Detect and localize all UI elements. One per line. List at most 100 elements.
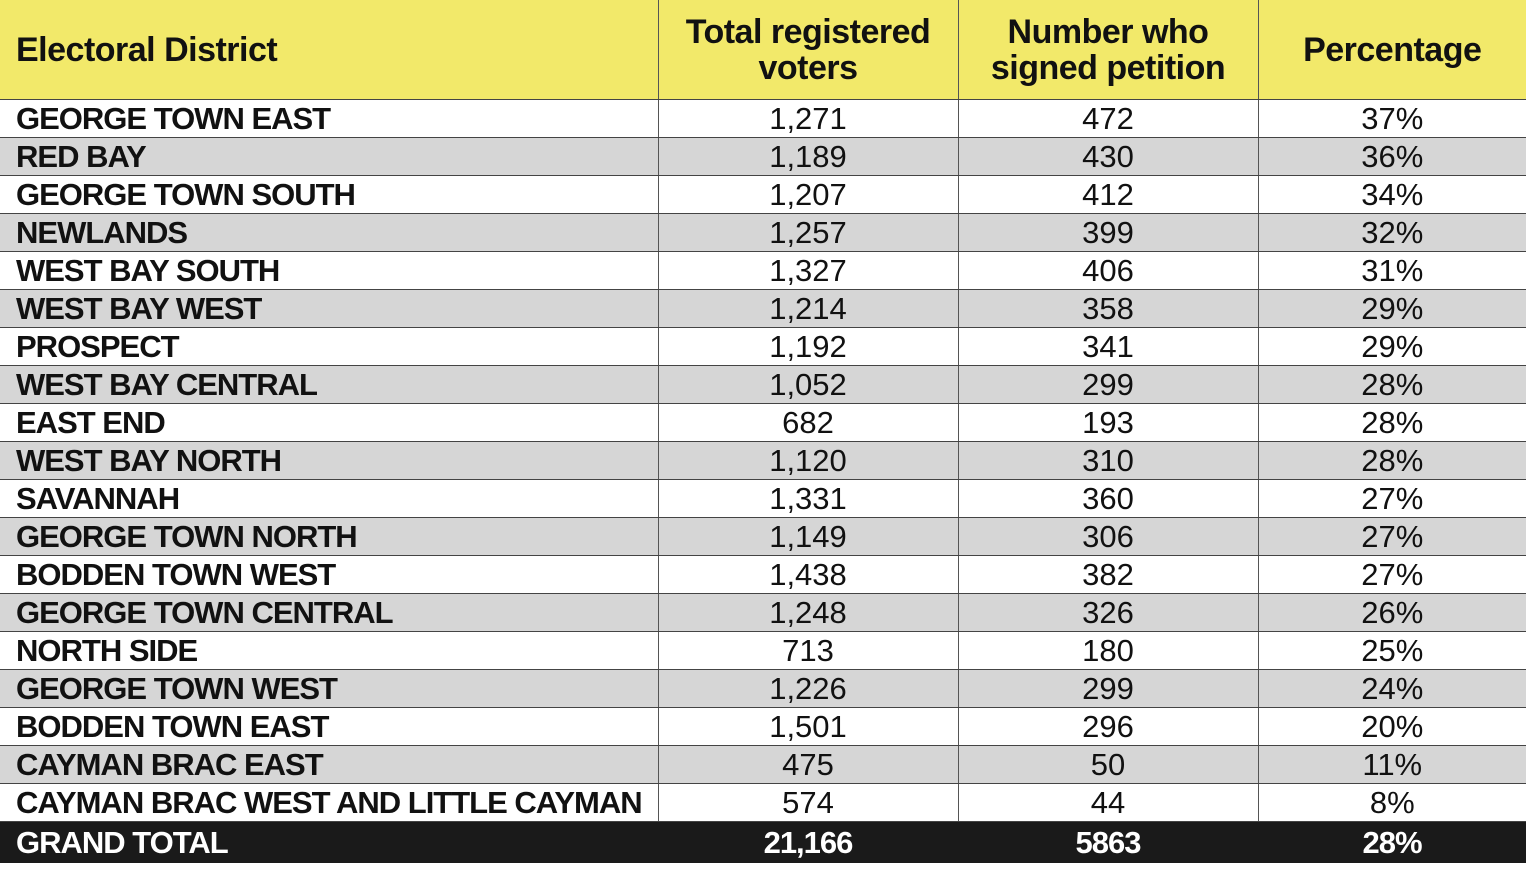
percentage-cell: 8%: [1257, 783, 1526, 822]
signed-cell: 326: [957, 593, 1258, 632]
table-row: GEORGE TOWN EAST 1,271 472 37%: [0, 99, 1526, 138]
percentage-cell: 28%: [1257, 441, 1526, 480]
district-cell: PROSPECT: [0, 327, 658, 366]
registered-cell: 713: [657, 631, 958, 670]
percentage-cell: 32%: [1257, 213, 1526, 252]
table-row: GEORGE TOWN SOUTH 1,207 412 34%: [0, 175, 1526, 214]
registered-cell: 1,226: [657, 669, 958, 708]
registered-cell: 1,207: [657, 175, 958, 214]
registered-cell: 1,149: [657, 517, 958, 556]
signed-cell: 310: [957, 441, 1258, 480]
table-row: PROSPECT 1,192 341 29%: [0, 327, 1526, 366]
table-row: CAYMAN BRAC EAST 475 50 11%: [0, 745, 1526, 784]
signed-cell: 430: [957, 137, 1258, 176]
signed-cell: 299: [957, 669, 1258, 708]
registered-cell: 1,501: [657, 707, 958, 746]
table-row: SAVANNAH 1,331 360 27%: [0, 479, 1526, 518]
header-registered-line2: voters: [758, 48, 858, 87]
registered-cell: 1,214: [657, 289, 958, 328]
table-row: WEST BAY WEST 1,214 358 29%: [0, 289, 1526, 328]
grand-total-label: GRAND TOTAL: [0, 821, 658, 863]
district-cell: GEORGE TOWN SOUTH: [0, 175, 658, 214]
percentage-cell: 27%: [1257, 555, 1526, 594]
percentage-cell: 24%: [1257, 669, 1526, 708]
district-cell: EAST END: [0, 403, 658, 442]
registered-cell: 1,331: [657, 479, 958, 518]
signed-cell: 44: [957, 783, 1258, 822]
registered-cell: 475: [657, 745, 958, 784]
district-cell: GEORGE TOWN CENTRAL: [0, 593, 658, 632]
registered-cell: 1,271: [657, 99, 958, 138]
signed-cell: 306: [957, 517, 1258, 556]
registered-cell: 1,327: [657, 251, 958, 290]
signed-cell: 382: [957, 555, 1258, 594]
percentage-cell: 26%: [1257, 593, 1526, 632]
percentage-cell: 37%: [1257, 99, 1526, 138]
table-row: NORTH SIDE 713 180 25%: [0, 631, 1526, 670]
percentage-cell: 34%: [1257, 175, 1526, 214]
table-row: BODDEN TOWN EAST 1,501 296 20%: [0, 707, 1526, 746]
signed-cell: 341: [957, 327, 1258, 366]
signed-cell: 472: [957, 99, 1258, 138]
signed-cell: 412: [957, 175, 1258, 214]
district-cell: GEORGE TOWN EAST: [0, 99, 658, 138]
district-cell: CAYMAN BRAC EAST: [0, 745, 658, 784]
registered-cell: 1,120: [657, 441, 958, 480]
registered-cell: 1,052: [657, 365, 958, 404]
registered-cell: 1,189: [657, 137, 958, 176]
signed-cell: 296: [957, 707, 1258, 746]
table-row: GEORGE TOWN CENTRAL 1,248 326 26%: [0, 593, 1526, 632]
signed-cell: 50: [957, 745, 1258, 784]
percentage-cell: 25%: [1257, 631, 1526, 670]
percentage-cell: 36%: [1257, 137, 1526, 176]
grand-total-signed: 5863: [958, 821, 1258, 863]
percentage-cell: 28%: [1257, 365, 1526, 404]
signed-cell: 358: [957, 289, 1258, 328]
percentage-cell: 29%: [1257, 289, 1526, 328]
header-row: Electoral District Total registered vote…: [0, 0, 1526, 100]
district-cell: BODDEN TOWN EAST: [0, 707, 658, 746]
district-cell: WEST BAY SOUTH: [0, 251, 658, 290]
header-registered: Total registered voters: [657, 0, 958, 100]
percentage-cell: 27%: [1257, 479, 1526, 518]
district-cell: WEST BAY WEST: [0, 289, 658, 328]
grand-total-registered: 21,166: [658, 821, 958, 863]
registered-cell: 1,257: [657, 213, 958, 252]
table-row: WEST BAY SOUTH 1,327 406 31%: [0, 251, 1526, 290]
table-row: NEWLANDS 1,257 399 32%: [0, 213, 1526, 252]
header-signed: Number who signed petition: [957, 0, 1258, 100]
registered-cell: 1,248: [657, 593, 958, 632]
district-cell: GEORGE TOWN WEST: [0, 669, 658, 708]
district-cell: CAYMAN BRAC WEST AND LITTLE CAYMAN: [0, 783, 658, 822]
grand-total-percentage: 28%: [1258, 821, 1526, 863]
percentage-cell: 31%: [1257, 251, 1526, 290]
percentage-cell: 11%: [1257, 745, 1526, 784]
signed-cell: 299: [957, 365, 1258, 404]
table-row: WEST BAY CENTRAL 1,052 299 28%: [0, 365, 1526, 404]
grand-total-row: GRAND TOTAL 21,166 5863 28%: [0, 821, 1526, 863]
registered-cell: 682: [657, 403, 958, 442]
percentage-cell: 29%: [1257, 327, 1526, 366]
district-cell: SAVANNAH: [0, 479, 658, 518]
district-cell: NORTH SIDE: [0, 631, 658, 670]
table-row: RED BAY 1,189 430 36%: [0, 137, 1526, 176]
table-row: CAYMAN BRAC WEST AND LITTLE CAYMAN 574 44 8…: [0, 783, 1526, 822]
district-cell: GEORGE TOWN NORTH: [0, 517, 658, 556]
district-cell: WEST BAY NORTH: [0, 441, 658, 480]
table-row: EAST END 682 193 28%: [0, 403, 1526, 442]
district-cell: BODDEN TOWN WEST: [0, 555, 658, 594]
percentage-cell: 20%: [1257, 707, 1526, 746]
signed-cell: 406: [957, 251, 1258, 290]
table-row: BODDEN TOWN WEST 1,438 382 27%: [0, 555, 1526, 594]
table-row: GEORGE TOWN NORTH 1,149 306 27%: [0, 517, 1526, 556]
table-row: GEORGE TOWN WEST 1,226 299 24%: [0, 669, 1526, 708]
registered-cell: 574: [657, 783, 958, 822]
percentage-cell: 28%: [1257, 403, 1526, 442]
header-district: Electoral District: [0, 0, 658, 100]
table-row: WEST BAY NORTH 1,120 310 28%: [0, 441, 1526, 480]
district-cell: NEWLANDS: [0, 213, 658, 252]
header-signed-line1: Number who: [1007, 12, 1209, 51]
registered-cell: 1,438: [657, 555, 958, 594]
signed-cell: 360: [957, 479, 1258, 518]
